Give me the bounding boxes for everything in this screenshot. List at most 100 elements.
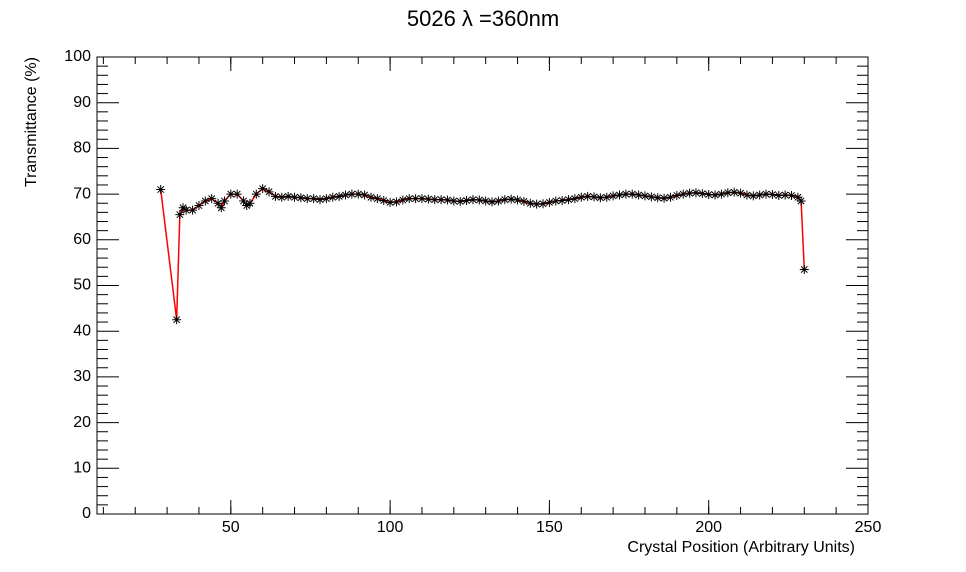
data-point	[379, 195, 389, 205]
data-point	[353, 189, 363, 199]
data-point	[411, 194, 421, 204]
data-point	[796, 196, 806, 206]
y-tick-label: 60	[73, 231, 91, 248]
x-tick-label: 50	[222, 519, 240, 536]
data-point	[296, 193, 306, 203]
data-point	[557, 195, 567, 205]
data-point	[576, 192, 586, 202]
data-point	[258, 184, 268, 194]
data-point	[178, 203, 188, 213]
data-point	[172, 315, 182, 325]
data-point	[640, 191, 650, 201]
data-point	[736, 188, 746, 198]
data-point	[570, 194, 580, 204]
data-point	[589, 192, 599, 202]
data-point	[226, 189, 236, 199]
y-tick-label: 50	[73, 277, 91, 294]
data-point	[194, 201, 204, 211]
data-point	[761, 189, 771, 199]
y-axis-label: Transmittance (%)	[23, 57, 40, 187]
data-point	[602, 192, 612, 202]
data-point	[710, 190, 720, 200]
data-point	[544, 197, 554, 207]
data-point	[685, 188, 695, 198]
data-point	[493, 196, 503, 206]
y-tick-label: 100	[64, 48, 91, 65]
x-axis-label: Crystal Position (Arbitrary Units)	[627, 539, 855, 556]
data-point	[156, 185, 166, 195]
data-point	[417, 194, 427, 204]
data-point	[748, 191, 758, 201]
data-point	[742, 190, 752, 200]
data-point	[219, 196, 229, 206]
x-tick-label: 100	[377, 519, 404, 536]
data-point	[551, 196, 561, 206]
data-point	[614, 190, 624, 200]
y-tick-label: 70	[73, 185, 91, 202]
data-point	[213, 198, 223, 208]
x-tick-label: 150	[536, 519, 563, 536]
y-tick-label: 90	[73, 94, 91, 111]
data-point	[716, 189, 726, 199]
data-point	[608, 191, 618, 201]
data-point	[583, 191, 593, 201]
data-point	[627, 189, 637, 199]
y-tick-label: 80	[73, 140, 91, 157]
data-point	[538, 199, 548, 209]
data-point	[372, 194, 382, 204]
data-point	[723, 188, 733, 198]
data-point	[767, 190, 777, 200]
data-point	[207, 194, 217, 204]
data-point	[799, 265, 809, 275]
data-point	[525, 198, 535, 208]
data-point	[334, 191, 344, 201]
data-point	[436, 195, 446, 205]
data-point	[474, 195, 484, 205]
data-point	[678, 189, 688, 199]
data-point	[245, 198, 255, 208]
y-tick-label: 0	[82, 505, 91, 522]
y-tick-label: 40	[73, 322, 91, 339]
data-point	[242, 201, 252, 211]
data-point	[404, 194, 414, 204]
data-point	[564, 195, 574, 205]
data-point	[672, 190, 682, 200]
data-point	[532, 199, 542, 209]
data-point	[391, 197, 401, 207]
data-point	[315, 195, 325, 205]
y-tick-label: 20	[73, 414, 91, 431]
data-point	[270, 191, 280, 201]
data-point	[216, 203, 226, 213]
data-point	[423, 194, 433, 204]
data-point	[697, 189, 707, 199]
data-point	[481, 196, 491, 206]
data-point	[646, 192, 656, 202]
data-point	[691, 188, 701, 198]
data-point	[634, 190, 644, 200]
x-tick-label: 250	[855, 519, 882, 536]
data-point	[506, 194, 516, 204]
data-point	[398, 195, 408, 205]
data-point	[455, 196, 465, 206]
data-point	[449, 196, 459, 206]
data-point	[500, 195, 510, 205]
data-point	[774, 190, 784, 200]
data-point	[513, 195, 523, 205]
data-point	[232, 189, 242, 199]
data-point	[181, 205, 191, 215]
data-point	[385, 197, 395, 207]
x-tick-label: 200	[695, 519, 722, 536]
data-point	[341, 190, 351, 200]
data-point	[595, 193, 605, 203]
data-point	[787, 190, 797, 200]
data-point	[366, 192, 376, 202]
data-point	[328, 192, 338, 202]
data-point	[290, 192, 300, 202]
y-tick-label: 10	[73, 460, 91, 477]
data-point	[462, 195, 472, 205]
data-point	[468, 195, 478, 205]
data-point	[347, 189, 357, 199]
data-point	[665, 192, 675, 202]
